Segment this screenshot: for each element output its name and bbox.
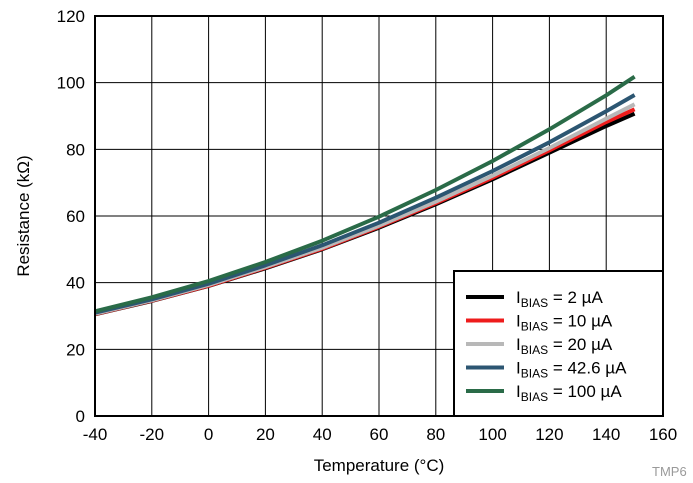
- y-tick-label: 80: [66, 140, 85, 159]
- legend-subscript: BIAS: [521, 296, 548, 310]
- y-tick-label: 120: [57, 7, 85, 26]
- y-tick-label: 100: [57, 74, 85, 93]
- x-tick-label: -20: [140, 425, 165, 444]
- legend-value: = 20 µA: [548, 335, 613, 354]
- x-tick-label: 120: [535, 425, 563, 444]
- x-tick-label: 40: [313, 425, 332, 444]
- legend-main: I: [516, 359, 521, 378]
- legend-value: = 2 µA: [548, 288, 603, 307]
- legend-subscript: BIAS: [521, 390, 548, 404]
- x-tick-label: 60: [370, 425, 389, 444]
- x-axis-label: Temperature (°C): [314, 456, 445, 475]
- legend-value: = 10 µA: [548, 312, 613, 331]
- x-tick-label: 20: [256, 425, 275, 444]
- x-tick-label: 100: [478, 425, 506, 444]
- plot-frame: [94, 15, 664, 417]
- y-tick-label: 40: [66, 274, 85, 293]
- legend-subscript: BIAS: [521, 367, 548, 381]
- tick-labels: -40 -20 0 20 40 60 80 100 120 140 160 0 20 40 60 80 100 1…: [57, 7, 678, 444]
- series-line-4: [94, 75, 636, 314]
- legend-entry-0: IBIAS = 2 µA: [516, 288, 603, 310]
- series-lines: [94, 75, 636, 317]
- legend-main: I: [516, 288, 521, 307]
- legend-main: I: [516, 335, 521, 354]
- legend-main: I: [516, 312, 521, 331]
- legend-value: = 100 µA: [548, 382, 622, 401]
- legend-value: = 42.6 µA: [548, 359, 627, 378]
- legend-subscript: BIAS: [521, 320, 548, 334]
- x-tick-label: 140: [592, 425, 620, 444]
- legend-subscript: BIAS: [521, 343, 548, 357]
- legend-entry-1: IBIAS = 10 µA: [516, 312, 613, 334]
- y-tick-label: 0: [76, 407, 85, 426]
- x-tick-label: 80: [426, 425, 445, 444]
- y-tick-label: 20: [66, 340, 85, 359]
- y-axis-label: Resistance (kΩ): [14, 155, 33, 276]
- legend-entry-4: IBIAS = 100 µA: [516, 382, 622, 404]
- footer-code: TMP6: [652, 464, 687, 479]
- x-tick-label: 160: [649, 425, 677, 444]
- legend-main: I: [516, 382, 521, 401]
- y-tick-label: 60: [66, 207, 85, 226]
- x-tick-label: 0: [204, 425, 213, 444]
- legend-entry-2: IBIAS = 20 µA: [516, 335, 613, 357]
- legend-entry-3: IBIAS = 42.6 µA: [516, 359, 627, 381]
- series-line-3: [94, 93, 636, 315]
- x-tick-label: -40: [83, 425, 108, 444]
